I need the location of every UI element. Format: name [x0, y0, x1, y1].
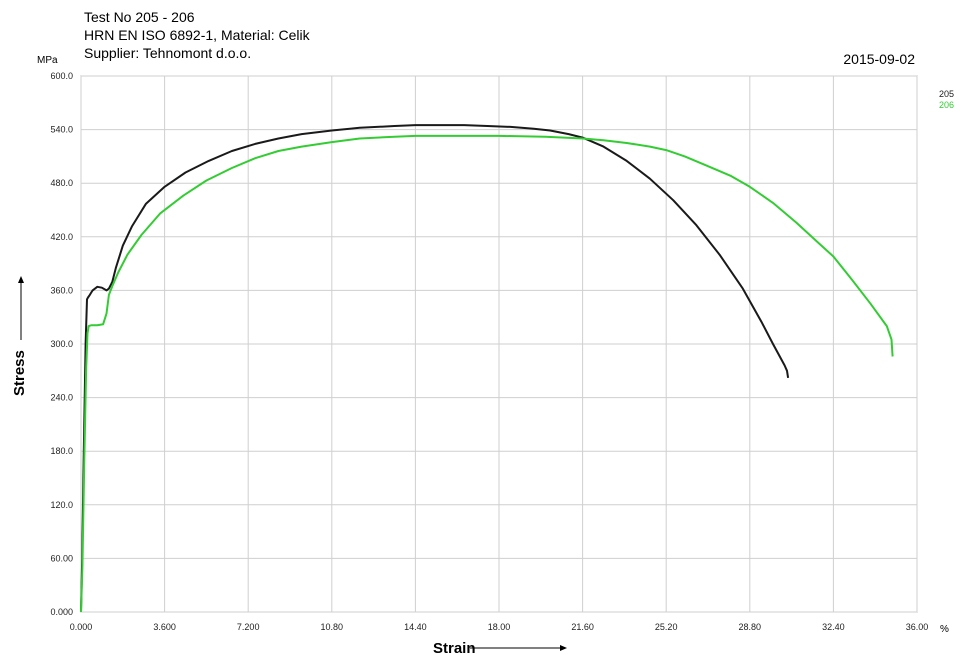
y-tick-label: 300.0	[50, 339, 73, 349]
supplier-subtitle: Supplier: Tehnomont d.o.o.	[84, 45, 252, 61]
y-axis-arrowhead	[18, 276, 24, 283]
y-axis-unit: MPa	[37, 55, 58, 66]
tick-labels: 0.000 3.600 7.200 10.80 14.40 18.00 21.60 25.20…	[50, 71, 928, 632]
x-tick-label: 3.600	[153, 622, 176, 632]
x-axis-arrowhead	[560, 645, 567, 651]
grid-lines	[80, 75, 918, 613]
y-tick-label: 120.0	[50, 500, 73, 510]
x-tick-label: 18.00	[488, 622, 511, 632]
standard-material-subtitle: HRN EN ISO 6892-1, Material: Celik	[84, 27, 310, 43]
y-tick-label: 540.0	[50, 125, 73, 135]
x-tick-label: 7.200	[237, 622, 260, 632]
x-tick-label: 0.000	[70, 622, 93, 632]
test-date: 2015-09-02	[843, 51, 915, 67]
test-number-title: Test No 205 - 206	[84, 9, 195, 25]
x-tick-label: 32.40	[822, 622, 845, 632]
x-tick-label: 21.60	[571, 622, 594, 632]
x-tick-label: 28.80	[739, 622, 762, 632]
y-axis-title: Stress	[11, 350, 28, 396]
y-tick-label: 360.0	[50, 285, 73, 295]
y-tick-label: 240.0	[50, 393, 73, 403]
x-tick-label: 25.20	[655, 622, 678, 632]
x-tick-label: 10.80	[321, 622, 344, 632]
series-line-206	[80, 134, 894, 613]
legend-item-206: 206	[939, 100, 954, 110]
series-line-205	[80, 124, 790, 613]
y-tick-label: 420.0	[50, 232, 73, 242]
x-axis-title: Strain	[433, 640, 476, 655]
x-axis-unit: %	[940, 624, 949, 635]
y-tick-label: 0.000	[50, 607, 73, 617]
x-tick-label: 36.00	[906, 622, 929, 632]
y-tick-label: 480.0	[50, 178, 73, 188]
legend-item-205: 205	[939, 89, 954, 99]
series-lines	[80, 124, 894, 613]
y-tick-label: 600.0	[50, 71, 73, 81]
y-tick-label: 180.0	[50, 446, 73, 456]
x-tick-label: 14.40	[404, 622, 427, 632]
y-tick-label: 60.00	[50, 553, 73, 563]
